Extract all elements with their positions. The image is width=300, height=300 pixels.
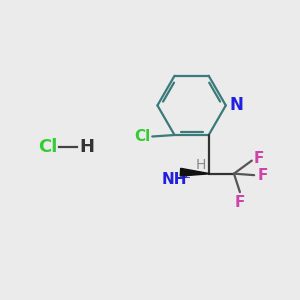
Text: NH: NH: [161, 172, 187, 187]
Text: F: F: [253, 151, 264, 166]
Text: F: F: [257, 168, 268, 183]
Text: F: F: [235, 195, 245, 210]
Polygon shape: [180, 168, 209, 176]
Text: H: H: [79, 138, 94, 156]
Text: H: H: [195, 158, 206, 172]
Text: Cl: Cl: [134, 129, 151, 144]
Text: Cl: Cl: [38, 138, 58, 156]
Text: N: N: [230, 96, 243, 114]
Text: 2: 2: [183, 169, 190, 180]
